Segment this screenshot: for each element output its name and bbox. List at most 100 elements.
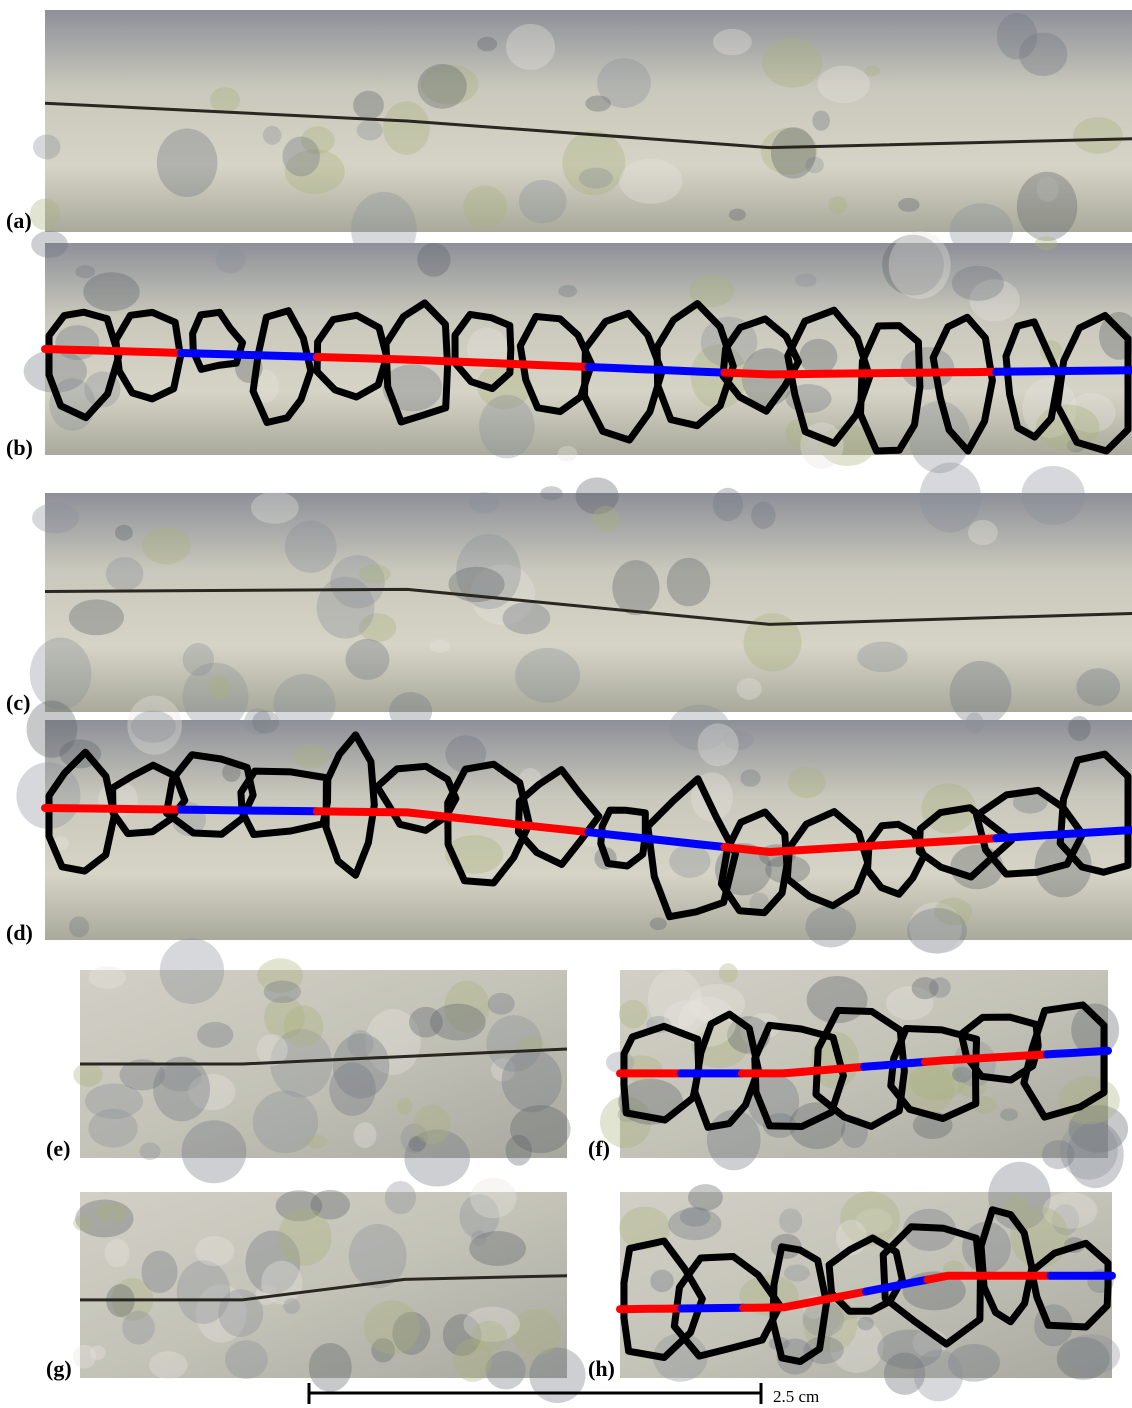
crack-trace — [864, 1062, 925, 1067]
mineral-grain — [469, 492, 499, 513]
mineral-grain — [1076, 668, 1120, 705]
mineral-grain — [719, 963, 738, 982]
mineral-grain — [30, 199, 60, 231]
crack-trace — [743, 1303, 805, 1307]
mineral-grain — [965, 712, 983, 733]
mineral-grain — [283, 1298, 300, 1314]
mineral-grain — [139, 1142, 160, 1159]
mineral-grain — [252, 710, 279, 733]
mineral-grain — [828, 196, 847, 214]
mineral-grain — [857, 1317, 873, 1330]
mineral-grain — [115, 525, 133, 541]
mineral-grain — [510, 1105, 571, 1153]
mineral-grain — [207, 676, 231, 700]
mineral-grain — [1000, 1108, 1018, 1121]
mineral-grain — [32, 503, 79, 534]
mineral-grain — [463, 186, 507, 229]
crack-trace — [1047, 1051, 1108, 1055]
mineral-grain — [305, 1135, 328, 1149]
mineral-grain — [713, 488, 743, 521]
mineral-grain — [430, 1004, 486, 1041]
mineral-grain — [357, 120, 383, 140]
crack-trace — [181, 353, 317, 357]
mineral-grain — [477, 37, 497, 52]
mineral-grain — [30, 638, 92, 710]
mineral-grain — [740, 769, 760, 786]
mineral-grain — [779, 1208, 802, 1233]
crack-trace — [620, 1309, 682, 1310]
mineral-grain — [131, 710, 176, 742]
mineral-grain — [585, 95, 611, 111]
mineral-grain — [453, 1339, 492, 1382]
crack-trace — [986, 1054, 1047, 1058]
mineral-grain — [345, 639, 389, 680]
mineral-grain — [31, 231, 68, 258]
mineral-grain — [195, 1236, 234, 1266]
photo — [45, 10, 1132, 232]
mineral-grain — [75, 265, 95, 278]
mineral-grain — [359, 564, 391, 583]
photo-panel — [73, 938, 570, 1186]
crack-trace — [928, 1276, 990, 1280]
crack-trace — [803, 1067, 864, 1072]
mineral-grain — [364, 1300, 420, 1354]
mineral-grain — [502, 1049, 562, 1112]
panel-label: (c) — [6, 690, 30, 715]
mineral-grain — [349, 1224, 407, 1288]
mineral-grain — [680, 1207, 711, 1227]
mineral-grain — [89, 966, 127, 989]
mineral-grain — [907, 908, 967, 954]
mineral-grain — [106, 557, 144, 591]
mineral-grain — [788, 767, 826, 799]
mineral-grain — [160, 938, 224, 1004]
panel-label: (a) — [6, 208, 32, 233]
mineral-grain — [805, 905, 856, 947]
mineral-grain — [650, 1270, 674, 1292]
mineral-grain — [1019, 33, 1067, 76]
mineral-grain — [149, 1351, 188, 1379]
crack-trace — [724, 373, 860, 375]
mineral-grain — [470, 1178, 516, 1219]
mineral-grain — [225, 1340, 268, 1379]
crack-trace — [682, 1308, 744, 1309]
mineral-grain — [1073, 117, 1123, 154]
photo-panel — [24, 231, 1132, 473]
mineral-grain — [619, 1000, 647, 1029]
crack-trace — [742, 1072, 803, 1074]
mineral-grain — [1017, 172, 1078, 241]
mineral-grain — [33, 135, 61, 160]
photo-panel — [30, 463, 1132, 733]
crack-trace — [860, 372, 996, 374]
mineral-grain — [799, 339, 837, 375]
photo-panel — [73, 1178, 586, 1403]
mineral-grain — [479, 395, 535, 459]
mineral-grain — [889, 231, 951, 299]
mineral-grain — [282, 137, 319, 177]
panel-label: (h) — [588, 1356, 615, 1381]
mineral-grain — [579, 168, 613, 189]
mineral-grain — [69, 599, 124, 635]
mineral-grain — [430, 639, 450, 652]
mineral-grain — [795, 273, 817, 286]
mineral-grain — [667, 558, 711, 606]
mineral-grain — [329, 1062, 375, 1116]
mineral-grain — [592, 506, 619, 533]
mineral-grain — [619, 159, 682, 204]
mineral-grain — [55, 325, 99, 360]
mineral-grain — [309, 1343, 352, 1392]
mineral-grain — [751, 502, 776, 529]
mineral-grain — [612, 560, 659, 615]
mineral-grain — [912, 977, 939, 999]
mineral-grain — [503, 602, 551, 634]
mineral-grain — [69, 916, 89, 937]
mineral-grain — [515, 648, 580, 703]
mineral-grain — [519, 180, 567, 223]
mineral-grain — [353, 91, 384, 120]
photo-panel — [619, 1162, 1120, 1402]
panel-label: (g) — [46, 1356, 72, 1381]
mineral-grain — [650, 917, 667, 930]
mineral-grain — [737, 678, 762, 700]
mineral-grain — [397, 1098, 413, 1115]
crack-trace — [925, 1058, 986, 1062]
mineral-grain — [698, 723, 739, 766]
